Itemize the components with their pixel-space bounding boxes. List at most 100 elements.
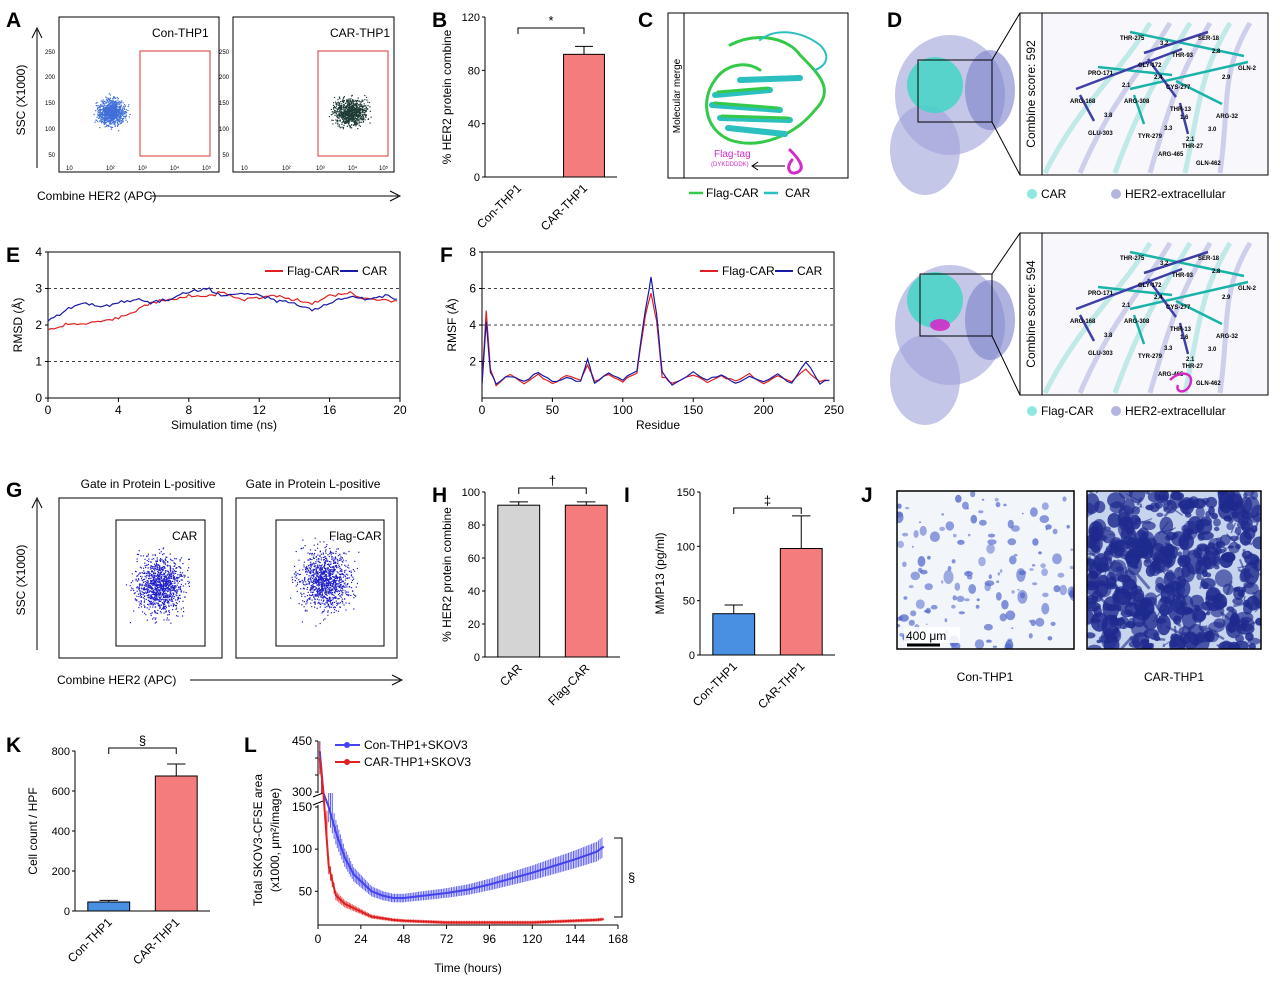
panel-label-i: I xyxy=(624,484,630,507)
flow-event xyxy=(170,598,172,601)
flow-event xyxy=(173,596,176,598)
flow-event xyxy=(354,111,356,113)
flow-event xyxy=(173,588,175,590)
flow-event xyxy=(319,555,321,557)
flow-event xyxy=(166,594,168,596)
flow-event xyxy=(105,114,107,116)
flow-event xyxy=(336,108,338,110)
flow-event xyxy=(337,591,339,593)
flow-event xyxy=(312,593,314,595)
flow-event xyxy=(173,589,175,591)
flow-event xyxy=(175,590,177,592)
flow-event xyxy=(106,124,108,126)
legend-label: CAR xyxy=(362,264,388,278)
flow-event xyxy=(299,573,301,575)
flow-event xyxy=(326,570,328,573)
plot-frame xyxy=(47,251,401,399)
y-tick-label: 20 xyxy=(468,619,480,631)
flow-event xyxy=(114,125,116,128)
flow-event xyxy=(313,596,315,599)
flow-event xyxy=(150,582,152,584)
flow-event xyxy=(324,575,326,577)
y-tick-label: 0 xyxy=(689,650,695,662)
flow-event xyxy=(115,105,117,107)
flow-event xyxy=(176,592,178,594)
flow-event xyxy=(330,570,332,572)
flow-event xyxy=(310,588,312,590)
flow-event xyxy=(350,594,352,596)
flow-event xyxy=(338,602,340,604)
flow-event xyxy=(158,564,160,566)
flow-event xyxy=(149,577,151,579)
flow-event xyxy=(329,565,331,567)
flow-event xyxy=(312,591,314,593)
flow-event xyxy=(301,547,303,549)
flow-event xyxy=(320,571,322,573)
stained-cell xyxy=(974,639,985,649)
residue-label: THR-275 xyxy=(1120,36,1145,42)
flow-event xyxy=(333,587,335,589)
flow-event xyxy=(161,559,163,561)
flow-event xyxy=(338,108,340,110)
y-tick-label: 1 xyxy=(35,355,42,369)
flow-event xyxy=(119,112,121,114)
hbond-distance: 2.1 xyxy=(1122,83,1131,89)
stained-cell xyxy=(1047,636,1053,641)
flow-event xyxy=(355,117,357,119)
flow-event xyxy=(328,587,330,589)
flow-event xyxy=(164,580,166,582)
flow-event xyxy=(162,574,164,576)
hbond-distance: 2.9 xyxy=(1222,295,1231,301)
panel-c-legend-car: CAR xyxy=(785,186,811,200)
flow-event xyxy=(112,116,115,118)
flow-event xyxy=(327,584,330,586)
flow-event xyxy=(170,573,172,575)
flow-event xyxy=(122,118,124,120)
flow-event xyxy=(335,105,338,107)
flow-event xyxy=(326,585,328,587)
flow-event xyxy=(350,574,353,576)
flow-event xyxy=(177,611,179,613)
flow-event xyxy=(181,575,183,577)
flow-event xyxy=(331,111,333,113)
bar xyxy=(154,775,198,912)
flow-event xyxy=(365,115,367,117)
flow-event xyxy=(350,570,352,572)
flow-event xyxy=(170,604,172,606)
flow-event xyxy=(317,585,319,587)
flow-event xyxy=(338,576,340,578)
flow-event xyxy=(136,558,138,560)
flow-event xyxy=(179,597,181,599)
flow-event xyxy=(114,122,116,124)
flow-event xyxy=(316,594,318,596)
flow-event xyxy=(172,603,174,605)
flow-event xyxy=(109,94,112,96)
flow-event xyxy=(314,586,316,588)
backbone-ribbon xyxy=(1042,241,1153,395)
residue-stick xyxy=(1178,102,1190,135)
flow-event xyxy=(335,550,337,553)
flow-event xyxy=(174,586,176,589)
flow-event xyxy=(109,119,111,121)
flow-event xyxy=(324,581,326,583)
flow-event xyxy=(103,103,105,105)
flow-event xyxy=(353,100,355,103)
flow-event xyxy=(153,582,155,584)
flow-event xyxy=(96,102,98,104)
flow-event xyxy=(157,584,159,586)
flow-event xyxy=(100,100,102,102)
stained-cell xyxy=(978,510,984,514)
residue-label: CYS-277 xyxy=(1166,305,1191,311)
flow-event xyxy=(338,102,340,104)
flow-event xyxy=(108,110,110,112)
flow-event xyxy=(116,119,118,121)
flow-event xyxy=(353,124,355,126)
flow-event xyxy=(125,114,127,116)
hbond-distance: 3.2 xyxy=(1160,41,1169,47)
flow-event xyxy=(326,594,328,597)
flow-event xyxy=(338,564,340,566)
flow-event xyxy=(155,584,157,587)
flow-event xyxy=(108,100,111,102)
flow-event xyxy=(155,598,157,600)
flow-event xyxy=(167,590,170,592)
